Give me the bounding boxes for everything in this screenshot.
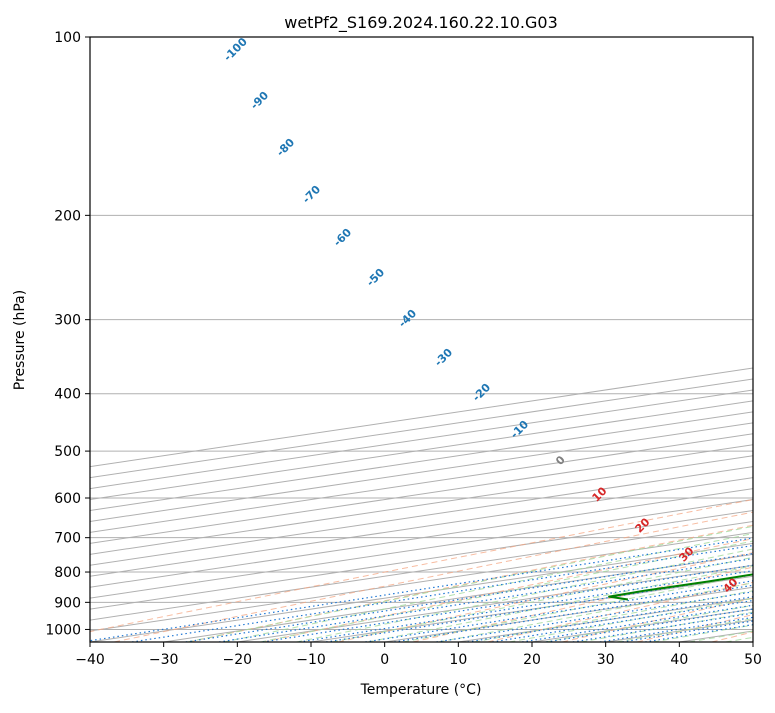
x-tick-label: 50 [744,652,762,668]
x-tick-label: 30 [597,652,615,668]
y-tick-label: 700 [54,531,81,547]
x-tick-label: −30 [149,652,179,668]
y-tick-label: 400 [54,387,81,403]
x-tick-label: −20 [223,652,253,668]
x-tick-label: −40 [75,652,105,668]
x-tick-label: −10 [296,652,326,668]
x-axis-label: Temperature (°C) [360,682,482,698]
x-tick-label: 40 [670,652,688,668]
x-tick-label: 10 [449,652,467,668]
x-tick-label: 0 [380,652,389,668]
chart-title: wetPf2_S169.2024.160.22.10.G03 [284,13,558,33]
y-tick-label: 800 [54,565,81,581]
y-tick-label: 100 [54,30,81,46]
y-tick-label: 200 [54,208,81,224]
y-tick-label: 300 [54,313,81,329]
y-tick-label: 500 [54,444,81,460]
y-axis-label: Pressure (hPa) [12,290,28,390]
x-tick-label: 20 [523,652,541,668]
y-tick-label: 1000 [45,622,81,638]
y-tick-label: 600 [54,491,81,507]
y-tick-label: 900 [54,595,81,611]
